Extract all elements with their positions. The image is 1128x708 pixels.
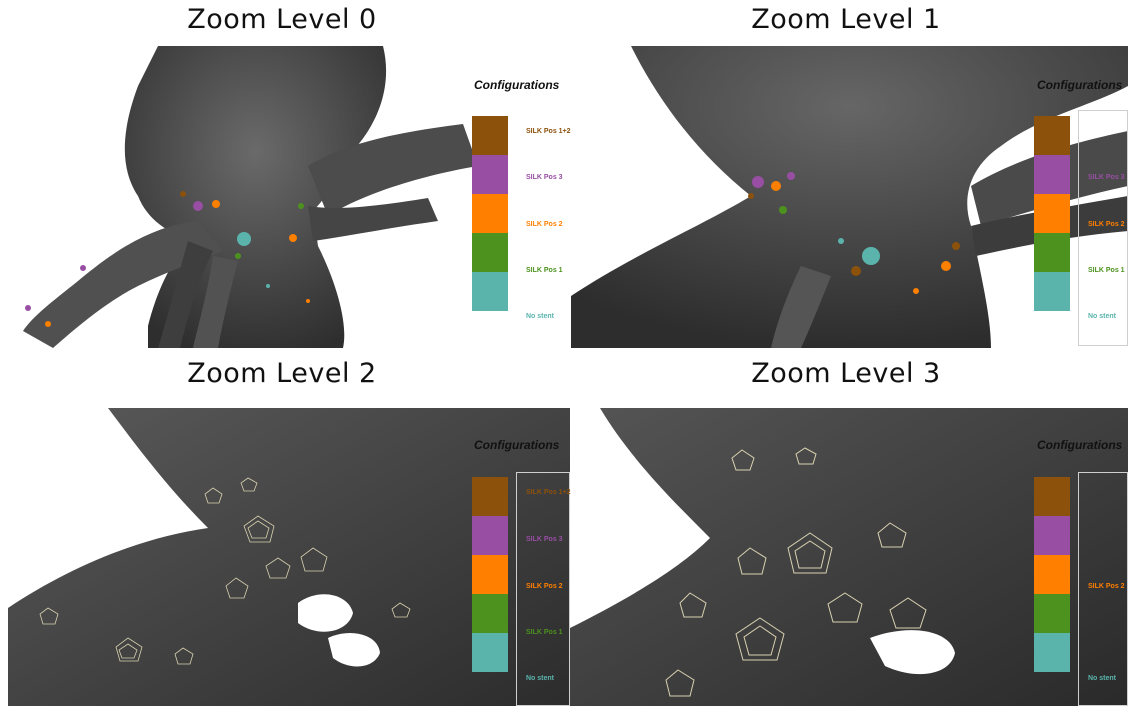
legend-label: SILK Pos 1 [526, 629, 563, 636]
legend-title: Configurations [474, 78, 560, 92]
legend-label: SILK Pos 2 [1088, 583, 1125, 590]
legend-label: No stent [1088, 313, 1116, 320]
legend-swatch-silk-pos-3 [1034, 516, 1070, 555]
legend-frame [1078, 110, 1128, 346]
legend-label: No stent [526, 675, 554, 682]
legend-swatch-silk-pos-1-2 [1034, 116, 1070, 155]
legend-swatch-no-stent [472, 272, 508, 311]
legend-label: SILK Pos 1+2 [526, 489, 571, 496]
panel-title: Zoom Level 1 [751, 4, 941, 35]
legend-swatch-no-stent [472, 633, 508, 672]
legend-swatch-silk-pos-1-2 [1034, 477, 1070, 516]
legend-label: SILK Pos 3 [526, 536, 563, 543]
vessel-render [570, 408, 1128, 706]
legend-label: SILK Pos 2 [526, 221, 563, 228]
panel-zoom-2: Zoom Level 2 [0, 354, 570, 708]
legend-label: SILK Pos 1 [526, 267, 563, 274]
legend-swatch-silk-pos-1-2 [472, 477, 508, 516]
legend-swatch-silk-pos-2 [1034, 194, 1070, 233]
legend-frame [516, 472, 570, 706]
legend-title: Configurations [1037, 438, 1123, 452]
legend-swatch-silk-pos-2 [472, 194, 508, 233]
legend-swatch-no-stent [1034, 272, 1070, 311]
legend-label: SILK Pos 3 [526, 174, 563, 181]
legend-swatch-silk-pos-3 [1034, 155, 1070, 194]
legend-swatch-silk-pos-2 [472, 555, 508, 594]
legend-swatch-silk-pos-2 [1034, 555, 1070, 594]
legend-swatch-silk-pos-1 [1034, 233, 1070, 272]
legend-title: Configurations [474, 438, 560, 452]
panel-title: Zoom Level 3 [751, 358, 941, 389]
legend-swatch-silk-pos-1-2 [472, 116, 508, 155]
legend-label: SILK Pos 3 [1088, 174, 1125, 181]
vessel-viewport[interactable] [8, 408, 570, 706]
panel-title: Zoom Level 0 [187, 4, 377, 35]
legend-swatch-silk-pos-3 [472, 516, 508, 555]
panel-title: Zoom Level 2 [187, 358, 377, 389]
legend-swatch-silk-pos-1 [472, 594, 508, 633]
legend-swatch-silk-pos-3 [472, 155, 508, 194]
panel-zoom-0: Zoom Level 0 [0, 0, 564, 354]
legend-title: Configurations [1037, 78, 1123, 92]
legend-label: SILK Pos 2 [1088, 221, 1125, 228]
legend-swatch-silk-pos-1 [472, 233, 508, 272]
legend-label: No stent [526, 313, 554, 320]
legend-label: SILK Pos 2 [526, 583, 563, 590]
vessel-viewport[interactable] [8, 46, 564, 348]
legend-swatch-silk-pos-1 [1034, 594, 1070, 633]
legend-label: SILK Pos 1 [1088, 267, 1125, 274]
vessel-render [8, 408, 570, 706]
legend-swatch-no-stent [1034, 633, 1070, 672]
legend-label: SILK Pos 1+2 [526, 128, 571, 135]
vessel-render [23, 46, 478, 348]
legend-label: No stent [1088, 675, 1116, 682]
